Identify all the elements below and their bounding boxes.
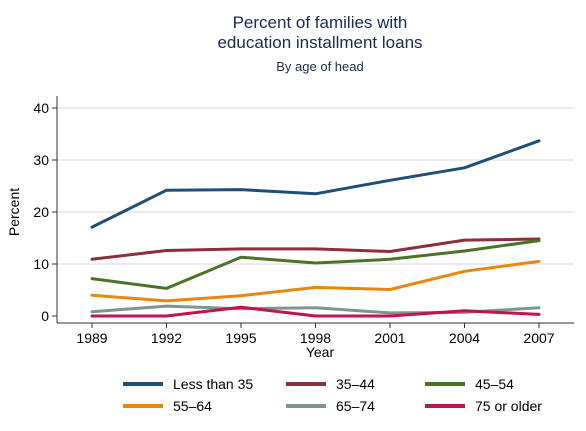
- legend-label: 65–74: [336, 398, 375, 414]
- series-line: [90, 304, 541, 315]
- x-tick-label: 2007: [523, 330, 554, 346]
- series-lines: [90, 139, 541, 318]
- x-tick-label: 2004: [449, 330, 480, 346]
- x-tick-label: 1995: [225, 330, 256, 346]
- legend-label: 35–44: [336, 376, 375, 392]
- chart-title-line-1: Percent of families with: [233, 13, 408, 32]
- x-tick-label: 1989: [76, 330, 107, 346]
- series-line: [90, 139, 541, 229]
- y-tick-label: 40: [33, 100, 49, 116]
- x-tick-label: 1992: [151, 330, 182, 346]
- x-tick-label: 2001: [374, 330, 405, 346]
- series-line: [90, 239, 541, 290]
- legend-label: 55–64: [173, 398, 212, 414]
- series-line: [90, 259, 541, 303]
- y-axis-label: Percent: [6, 188, 22, 236]
- chart-title-line-2: education installment loans: [217, 33, 422, 52]
- x-tick-label: 1998: [300, 330, 331, 346]
- x-axis-label: Year: [306, 344, 335, 360]
- x-axis-ticks: 1989 1992 1995 1998 2001 2004 2007: [76, 323, 555, 346]
- series-line: [90, 237, 541, 261]
- y-tick-label: 30: [33, 152, 49, 168]
- y-axis-ticks: 0 10 20 30 40: [33, 100, 57, 324]
- legend-label: Less than 35: [173, 376, 253, 392]
- y-tick-label: 20: [33, 204, 49, 220]
- y-tick-label: 0: [41, 308, 49, 324]
- plot-area: [57, 96, 574, 323]
- legend-label: 75 or older: [475, 398, 542, 414]
- series-line: [90, 305, 541, 318]
- legend-label: 45–54: [475, 376, 514, 392]
- y-tick-label: 10: [33, 256, 49, 272]
- chart-subtitle: By age of head: [276, 59, 363, 74]
- legend: Less than 35 35–44 45–54 55–64 65–74 75 or ol…: [123, 376, 542, 414]
